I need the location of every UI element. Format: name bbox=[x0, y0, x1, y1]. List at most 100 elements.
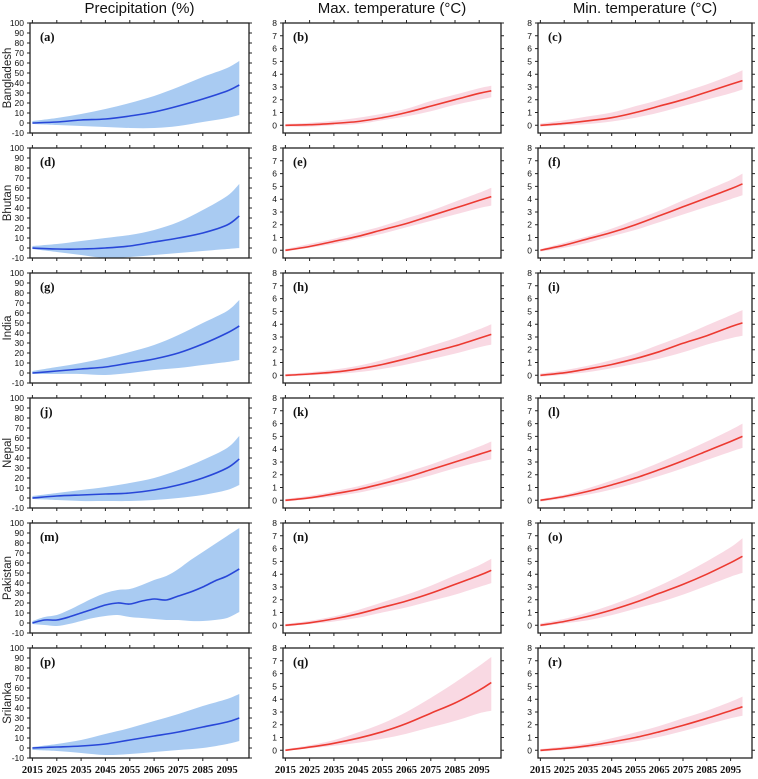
panel-letter: (a) bbox=[40, 30, 55, 44]
y-tick-label: 1 bbox=[527, 483, 532, 493]
y-tick-label: 10 bbox=[15, 608, 25, 618]
y-tick-label: 4 bbox=[272, 694, 277, 704]
panel-r-chart: (r) 0 1 2 3 4 5 6 7 8 2015 2025 2035 2045 2055 2065 2075… bbox=[527, 643, 755, 776]
y-tick-label: 4 bbox=[527, 569, 532, 579]
y-tick-label: 70 bbox=[15, 48, 25, 58]
ensemble-mean-line bbox=[540, 322, 743, 377]
x-tick-label: 2035 bbox=[323, 765, 344, 776]
panel-f-chart: (f) 0 1 2 3 4 5 6 7 8 bbox=[527, 143, 755, 261]
y-tick-label: 2 bbox=[272, 220, 277, 230]
uncertainty-band bbox=[540, 173, 743, 252]
y-tick-label: 10 bbox=[15, 358, 25, 368]
panel-letter: (j) bbox=[40, 405, 53, 419]
y-tick-label: 3 bbox=[527, 457, 532, 467]
y-tick-label: 0 bbox=[527, 370, 532, 380]
y-tick-label: 10 bbox=[15, 483, 25, 493]
x-tick-label: 2075 bbox=[420, 765, 441, 776]
x-tick-label: 2055 bbox=[372, 765, 393, 776]
y-tick-label: 60 bbox=[15, 308, 25, 318]
y-tick-label: 5 bbox=[272, 681, 277, 691]
y-tick-label: 80 bbox=[15, 538, 25, 548]
y-tick-label: 30 bbox=[15, 338, 25, 348]
y-tick-label: 0 bbox=[272, 745, 277, 755]
panel-frame bbox=[29, 272, 250, 384]
x-tick-label: 2065 bbox=[649, 765, 670, 776]
y-tick-label: 50 bbox=[15, 568, 25, 578]
y-tick-label: 0 bbox=[527, 620, 532, 630]
y-tick-label: 100 bbox=[10, 268, 24, 278]
y-tick-label: 2 bbox=[272, 345, 277, 355]
y-tick-label: 7 bbox=[527, 656, 532, 666]
y-tick-label: 10 bbox=[15, 733, 25, 743]
y-tick-label: 7 bbox=[527, 281, 532, 291]
y-tick-label: 3 bbox=[527, 582, 532, 592]
y-tick-label: 80 bbox=[15, 663, 25, 673]
axis-ticks bbox=[280, 645, 504, 761]
y-tick-label: 90 bbox=[15, 653, 25, 663]
y-tick-label: 0 bbox=[272, 245, 277, 255]
panel-letter: (f) bbox=[548, 155, 561, 169]
y-tick-label: 70 bbox=[15, 548, 25, 558]
y-tick-label: 70 bbox=[15, 673, 25, 683]
axis-ticks bbox=[27, 520, 252, 636]
y-tick-label: 2 bbox=[527, 345, 532, 355]
y-tick-label: 7 bbox=[272, 31, 277, 41]
y-tick-label: 2 bbox=[527, 220, 532, 230]
panel-letter: (c) bbox=[548, 30, 562, 44]
column-title-precipitation: Precipitation (%) bbox=[84, 0, 195, 17]
y-tick-label: 6 bbox=[272, 294, 277, 304]
axis-ticks bbox=[535, 395, 755, 511]
y-tick-label: 5 bbox=[527, 556, 532, 566]
ensemble-mean-line bbox=[540, 183, 743, 252]
y-tick-label: 0 bbox=[19, 368, 24, 378]
y-tick-label: 0 bbox=[19, 618, 24, 628]
uncertainty-band bbox=[285, 85, 492, 127]
panel-frame bbox=[537, 647, 753, 759]
y-tick-label: 40 bbox=[15, 78, 25, 88]
ensemble-mean-line bbox=[285, 681, 492, 752]
x-tick-label: 2025 bbox=[46, 765, 67, 776]
uncertainty-band bbox=[32, 61, 240, 129]
y-tick-label: 0 bbox=[272, 370, 277, 380]
y-tick-label: -10 bbox=[12, 128, 25, 138]
ensemble-mean-line bbox=[32, 84, 240, 124]
y-tick-label: 0 bbox=[19, 243, 24, 253]
y-tick-label: 5 bbox=[272, 181, 277, 191]
y-tick-label: 50 bbox=[15, 693, 25, 703]
axis-ticks bbox=[27, 20, 252, 136]
ensemble-mean-line bbox=[32, 458, 240, 499]
x-tick-label: 2015 bbox=[530, 765, 551, 776]
uncertainty-band bbox=[285, 558, 492, 627]
y-tick-label: 4 bbox=[272, 569, 277, 579]
y-tick-label: 0 bbox=[19, 493, 24, 503]
y-tick-label: 90 bbox=[15, 28, 25, 38]
y-tick-label: 20 bbox=[15, 723, 25, 733]
y-tick-label: 0 bbox=[19, 743, 24, 753]
y-tick-label: -10 bbox=[12, 503, 25, 513]
y-tick-label: 8 bbox=[272, 518, 277, 528]
y-tick-label: 2 bbox=[527, 95, 532, 105]
y-tick-label: 7 bbox=[272, 281, 277, 291]
y-tick-label: 90 bbox=[15, 278, 25, 288]
y-tick-label: 80 bbox=[15, 288, 25, 298]
y-tick-label: 20 bbox=[15, 98, 25, 108]
axis-ticks bbox=[27, 395, 252, 511]
panel-frame bbox=[282, 272, 502, 384]
y-tick-label: 10 bbox=[15, 233, 25, 243]
y-tick-label: 60 bbox=[15, 558, 25, 568]
y-tick-label: 30 bbox=[15, 463, 25, 473]
x-tick-label: 2045 bbox=[348, 765, 369, 776]
panel-letter: (r) bbox=[548, 655, 562, 669]
y-tick-label: 5 bbox=[527, 681, 532, 691]
y-tick-label: 8 bbox=[527, 143, 532, 153]
y-tick-label: 6 bbox=[527, 294, 532, 304]
panel-letter: (d) bbox=[40, 155, 55, 169]
panel-letter: (k) bbox=[293, 405, 308, 419]
y-tick-label: 4 bbox=[272, 444, 277, 454]
uncertainty-band bbox=[32, 694, 240, 756]
x-tick-label: 2085 bbox=[696, 765, 717, 776]
uncertainty-band bbox=[540, 696, 743, 752]
